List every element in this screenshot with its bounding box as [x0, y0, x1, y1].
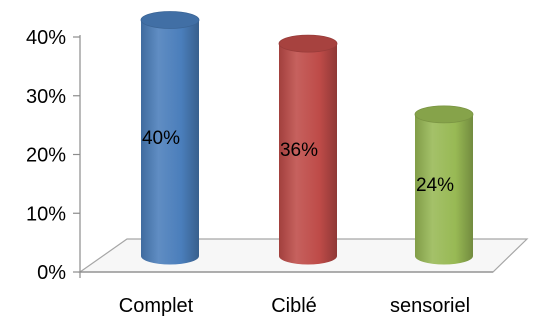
y-tick-label: 0% [37, 262, 66, 284]
bar-cibl-: 36% [278, 34, 338, 265]
y-tick-label: 40% [26, 27, 66, 49]
y-tick-label: 20% [26, 145, 66, 167]
bar-complet: 40% [140, 11, 200, 265]
y-tick-label: 30% [26, 86, 66, 108]
bars: 40% 36% 24% [140, 11, 474, 265]
y-axis-ticks: 0% 10% 20% 30% 40% [26, 27, 80, 284]
bar-sensoriel: 24% [414, 105, 474, 265]
data-label: 24% [416, 175, 454, 196]
bar-body [415, 114, 473, 265]
data-label: 40% [142, 128, 180, 149]
data-label: 36% [280, 140, 318, 161]
bar-top [414, 105, 474, 124]
category-label: Ciblé [271, 295, 317, 317]
category-labels: Complet Ciblé sensoriel [119, 295, 470, 317]
category-label: Complet [119, 295, 194, 317]
bar-body [279, 43, 337, 265]
category-label: sensoriel [390, 295, 470, 317]
y-tick-label: 10% [26, 203, 66, 225]
bar-top [140, 11, 200, 29]
bar-body [141, 20, 199, 265]
bar-top [278, 34, 338, 53]
